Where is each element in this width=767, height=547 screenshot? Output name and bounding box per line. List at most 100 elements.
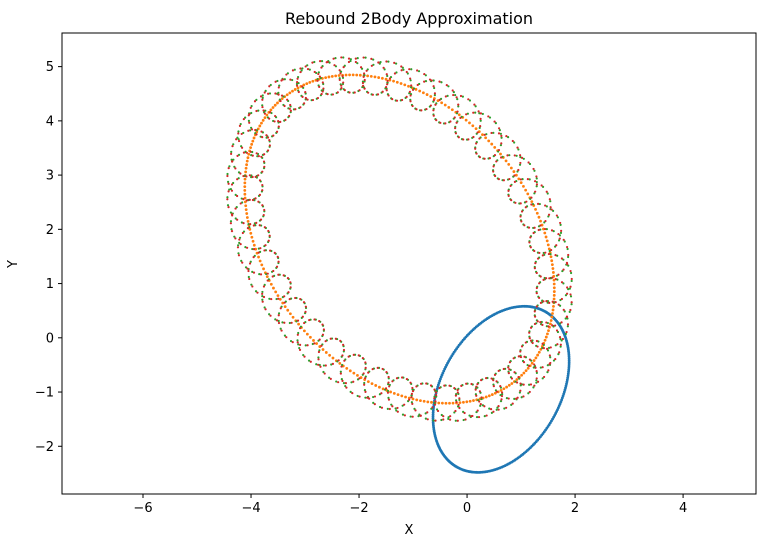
data-point	[302, 329, 306, 333]
data-point	[526, 192, 530, 196]
data-point	[547, 252, 551, 256]
data-point	[425, 382, 428, 385]
data-point	[244, 170, 248, 174]
data-point	[244, 116, 247, 119]
data-point	[382, 66, 385, 69]
data-point	[299, 343, 302, 346]
data-point	[557, 303, 560, 306]
data-point	[506, 154, 509, 157]
data-point	[557, 273, 560, 276]
data-point	[262, 109, 265, 112]
data-point	[363, 74, 366, 77]
data-point	[515, 378, 519, 381]
data-point	[242, 222, 245, 225]
data-point	[295, 82, 299, 86]
data-point	[339, 370, 342, 373]
data-point	[297, 322, 300, 326]
data-point	[550, 229, 554, 232]
data-point	[247, 275, 250, 279]
data-point	[391, 405, 394, 408]
data-point	[552, 304, 555, 308]
data-point	[475, 142, 478, 145]
data-point	[505, 134, 508, 138]
data-point	[296, 333, 299, 336]
data-point	[408, 68, 411, 71]
data-point	[340, 365, 343, 368]
data-point	[478, 137, 481, 140]
data-point	[500, 142, 503, 145]
data-point	[388, 385, 391, 388]
data-point	[305, 82, 309, 86]
data-point	[465, 400, 469, 404]
data-point	[507, 366, 510, 369]
data-point	[564, 317, 567, 320]
data-point	[261, 183, 264, 187]
data-point	[490, 142, 494, 146]
data-point	[252, 271, 256, 274]
data-point	[434, 391, 438, 394]
data-point	[541, 323, 544, 326]
data-point	[533, 322, 537, 326]
data-point	[272, 269, 275, 273]
data-point	[262, 160, 266, 163]
data-point	[285, 93, 289, 97]
data-point	[276, 294, 280, 297]
data-point	[239, 243, 242, 246]
data-point	[507, 136, 510, 139]
data-point	[376, 93, 380, 96]
data-point	[440, 418, 443, 422]
data-point	[388, 78, 392, 82]
data-point	[340, 377, 343, 381]
data-point	[303, 102, 306, 105]
data-point	[385, 371, 388, 374]
data-point	[237, 130, 240, 133]
data-point	[433, 86, 436, 90]
data-point	[243, 192, 247, 196]
data-point	[286, 98, 289, 101]
data-point	[349, 59, 352, 63]
data-point	[546, 347, 549, 350]
data-point	[298, 346, 301, 350]
data-point	[286, 308, 290, 312]
data-point	[435, 119, 438, 122]
data-point	[411, 402, 414, 406]
data-point	[230, 189, 234, 192]
data-point	[308, 68, 311, 71]
data-point	[479, 404, 482, 407]
data-point	[229, 220, 233, 223]
data-point	[552, 293, 556, 297]
data-point	[388, 407, 391, 411]
data-point	[265, 275, 269, 278]
data-point	[517, 148, 520, 151]
data-point	[318, 363, 321, 367]
series-4	[226, 56, 573, 422]
data-point	[329, 337, 332, 340]
data-point	[236, 246, 240, 249]
data-point	[454, 409, 457, 413]
data-point	[565, 261, 569, 264]
data-point	[277, 297, 280, 300]
data-point	[542, 278, 545, 281]
data-point	[391, 380, 394, 383]
data-point	[250, 235, 254, 239]
data-point	[419, 414, 422, 417]
data-point	[552, 297, 556, 301]
data-point	[470, 415, 473, 418]
data-point	[568, 287, 571, 290]
data-point	[259, 95, 263, 98]
data-point	[457, 136, 460, 139]
data-point	[456, 388, 459, 392]
data-point	[272, 286, 275, 290]
data-point	[420, 109, 423, 112]
data-point	[401, 376, 404, 379]
data-point	[258, 259, 262, 263]
data-point	[358, 73, 362, 77]
data-point	[500, 134, 503, 137]
data-point	[248, 129, 252, 132]
data-point	[478, 126, 481, 129]
data-point	[390, 403, 393, 406]
data-point	[248, 227, 252, 231]
data-point	[229, 222, 232, 225]
data-point	[288, 91, 292, 95]
data-point	[550, 259, 554, 263]
